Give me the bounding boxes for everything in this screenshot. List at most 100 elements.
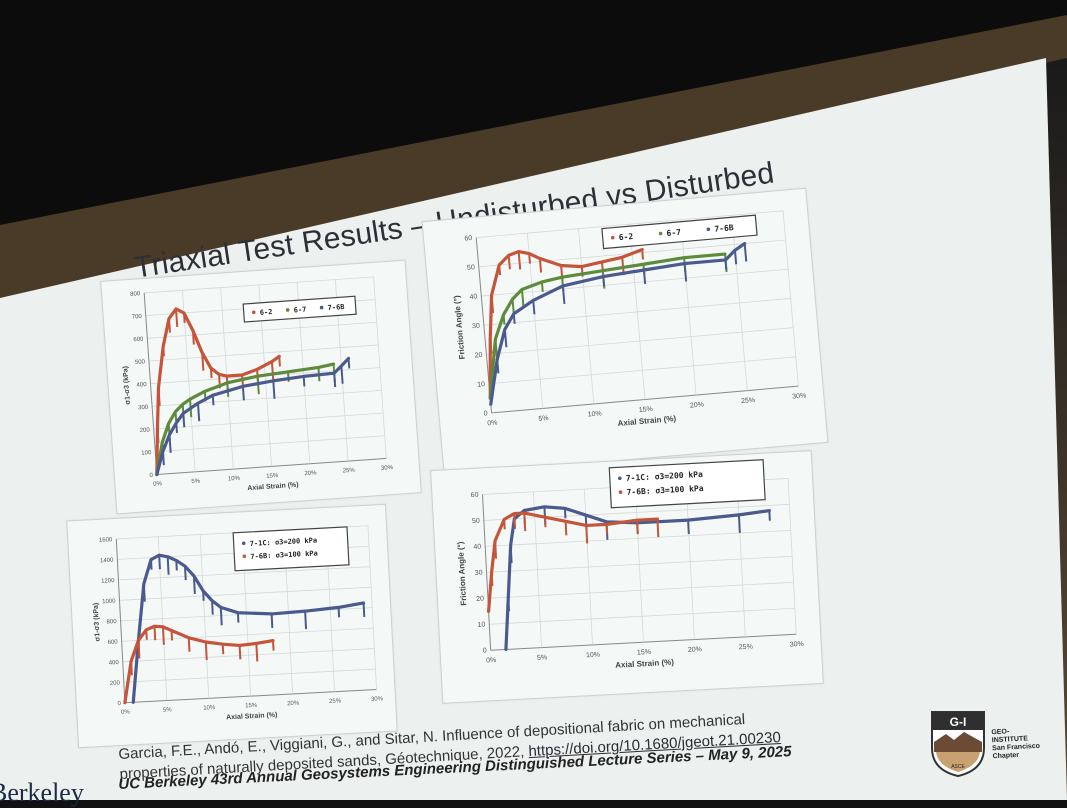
x-tick-label: 15% [637, 649, 651, 657]
x-tick-label: 25% [739, 644, 753, 652]
data-point [517, 251, 522, 270]
x-tick-label: 10% [587, 410, 602, 418]
data-point [507, 255, 511, 270]
data-point [150, 559, 153, 570]
y-tick-label: 1400 [100, 558, 114, 565]
legend-marker [285, 308, 290, 312]
data-point [498, 264, 502, 276]
legend-marker [618, 490, 623, 495]
data-point [130, 661, 133, 676]
data-point [503, 329, 508, 348]
x-tick-label: 25% [329, 698, 342, 705]
x-tick-label: 15% [266, 473, 279, 480]
y-tick-label: 50 [472, 518, 480, 525]
data-point [337, 607, 341, 618]
y-tick-label: 0 [117, 701, 121, 707]
data-point [166, 556, 170, 575]
data-point [162, 346, 165, 357]
data-point [204, 641, 208, 661]
data-point [656, 519, 660, 538]
data-point [509, 544, 513, 564]
x-tick-label: 5% [538, 415, 549, 423]
legend-marker [706, 227, 711, 232]
data-point [302, 376, 306, 387]
chart-deviator-stress-disturbed: 0 200 400 600 800 1000 1200 1400 1600 0% 5% 10% 15% 2… [93, 525, 384, 722]
data-point [511, 299, 515, 314]
legend-marker [610, 235, 615, 240]
x-tick-label: 10% [586, 652, 600, 660]
data-point [241, 386, 245, 401]
data-point [561, 285, 566, 304]
data-point [502, 314, 506, 325]
data-point [304, 611, 308, 630]
x-tick-label: 5% [191, 478, 201, 485]
y-tick-label: 100 [141, 450, 152, 457]
data-point [540, 281, 544, 292]
series-line-7-6B [489, 241, 747, 406]
y-tick-label: 50 [467, 264, 475, 272]
legend-marker [618, 476, 622, 481]
legend-marker [241, 541, 246, 546]
logo-mark: G-I [950, 715, 967, 729]
data-point [494, 338, 498, 358]
x-axis-label: Axial Strain (%) [226, 712, 278, 722]
logo-sub: ASCE [951, 764, 965, 770]
data-point [174, 411, 178, 422]
x-axis-label: Axial Strain (%) [617, 414, 677, 428]
x-tick-label: 0% [487, 419, 498, 427]
y-axis-label: Friction Angle (°) [456, 541, 468, 606]
series-line-6-2 [155, 307, 281, 477]
data-point [605, 524, 609, 535]
gridline-x [367, 525, 377, 690]
y-tick-label: 0 [483, 410, 488, 417]
y-tick-label: 60 [471, 492, 479, 499]
data-point [513, 513, 516, 528]
series-line-7-1C: σ3=200 kPa [131, 553, 366, 704]
data-point [196, 403, 201, 422]
x-tick-label: 30% [790, 641, 804, 649]
data-point [137, 640, 141, 659]
series-line-7-6B: σ3=100 kPa [123, 624, 275, 705]
data-point [512, 313, 516, 324]
y-tick-label: 20 [474, 352, 482, 360]
data-point [182, 413, 186, 428]
logo-caption: GEO- INSTITUTE San Francisco Chapter [991, 727, 1040, 761]
data-point [494, 540, 498, 559]
y-tick-label: 1600 [99, 537, 113, 544]
data-point [347, 358, 351, 369]
data-point [538, 258, 543, 273]
legend-label: 7-6B: σ3=100 kPa [626, 484, 704, 497]
y-tick-label: 40 [469, 293, 477, 301]
data-point [170, 630, 174, 641]
chart-4-card: 0 10 20 30 40 50 60 0% 5% 10% 15% 20% 25% 30% Axial St… [430, 450, 824, 704]
data-point [528, 253, 532, 264]
data-point [201, 352, 205, 371]
gridline-x [143, 292, 158, 475]
data-point [733, 250, 738, 265]
data-point [175, 422, 178, 433]
gridline-x [199, 534, 210, 699]
data-point [333, 373, 337, 388]
y-tick-label: 60 [464, 235, 472, 243]
y-tick-label: 40 [473, 544, 481, 551]
y-axis-label: σ1-σ3 (kPa) [93, 603, 102, 642]
y-tick-label: 800 [106, 619, 117, 626]
y-tick-label: 300 [138, 405, 149, 412]
legend-label: 7-6B: σ3=100 kPa [250, 549, 318, 561]
y-axis-label: σ1-σ3 (kPa) [122, 366, 132, 405]
gridline-x [533, 491, 542, 648]
data-point [157, 387, 161, 406]
series-line-6-7 [155, 362, 336, 477]
gridline-x [115, 538, 126, 703]
y-tick-label: 20 [476, 596, 484, 603]
data-point [187, 637, 191, 652]
y-tick-label: 200 [140, 427, 151, 434]
gridline-x [481, 494, 492, 651]
data-point [153, 626, 157, 641]
legend-label: 6-7 [666, 228, 681, 238]
y-tick-label: 1200 [101, 578, 115, 585]
legend-label: 7-1C: σ3=200 kPa [626, 470, 704, 483]
data-point [520, 289, 525, 308]
chart-friction-angle-disturbed: 0 10 20 30 40 50 60 0% 5% 10% 15% 20% 25% 30% Axial St… [456, 459, 804, 670]
legend-label: 6-2 [618, 232, 633, 242]
